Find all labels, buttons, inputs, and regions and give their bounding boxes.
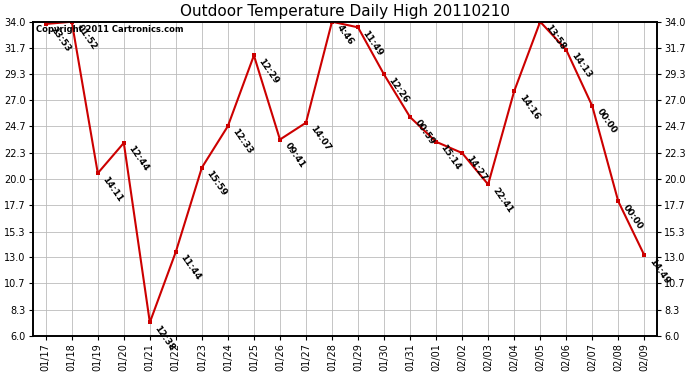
Point <box>431 139 442 145</box>
Text: 14:07: 14:07 <box>308 124 333 153</box>
Point <box>535 19 546 25</box>
Text: 12:26: 12:26 <box>387 76 411 105</box>
Point <box>404 114 415 120</box>
Text: 12:44: 12:44 <box>126 144 150 173</box>
Point <box>66 19 77 25</box>
Text: 00:59: 00:59 <box>413 118 437 147</box>
Point <box>144 320 155 326</box>
Text: 14:16: 14:16 <box>517 93 541 122</box>
Point <box>561 47 572 53</box>
Text: 11:49: 11:49 <box>361 29 385 57</box>
Point <box>482 182 493 188</box>
Point <box>197 165 208 171</box>
Text: 14:13: 14:13 <box>569 51 593 80</box>
Point <box>639 252 650 258</box>
Text: 00:00: 00:00 <box>621 202 644 231</box>
Text: 00:00: 00:00 <box>595 107 618 135</box>
Text: 14:11: 14:11 <box>101 175 124 203</box>
Point <box>300 120 311 126</box>
Point <box>457 150 468 156</box>
Text: 22:41: 22:41 <box>491 186 515 214</box>
Point <box>92 170 104 176</box>
Text: 12:38: 12:38 <box>152 324 177 352</box>
Point <box>613 198 624 204</box>
Point <box>326 19 337 25</box>
Point <box>40 21 51 27</box>
Point <box>118 140 129 146</box>
Text: 12:33: 12:33 <box>230 128 255 156</box>
Text: 01:52: 01:52 <box>75 23 98 52</box>
Point <box>586 103 598 109</box>
Text: 4:46: 4:46 <box>335 23 355 47</box>
Text: 14:27: 14:27 <box>465 154 489 183</box>
Point <box>379 72 390 78</box>
Point <box>170 249 181 255</box>
Point <box>222 123 233 129</box>
Text: 11:44: 11:44 <box>179 253 203 282</box>
Title: Outdoor Temperature Daily High 20110210: Outdoor Temperature Daily High 20110210 <box>180 4 510 19</box>
Text: 15:59: 15:59 <box>205 169 228 198</box>
Text: 15:14: 15:14 <box>439 143 463 172</box>
Text: 12:29: 12:29 <box>257 57 281 86</box>
Point <box>275 136 286 142</box>
Text: Copyright 2011 Cartronics.com: Copyright 2011 Cartronics.com <box>36 25 184 34</box>
Point <box>248 53 259 58</box>
Text: 23:53: 23:53 <box>48 26 72 54</box>
Point <box>509 88 520 94</box>
Point <box>353 24 364 30</box>
Text: 13:58: 13:58 <box>543 23 566 52</box>
Text: 14:49: 14:49 <box>647 256 671 285</box>
Text: 09:41: 09:41 <box>283 141 306 170</box>
